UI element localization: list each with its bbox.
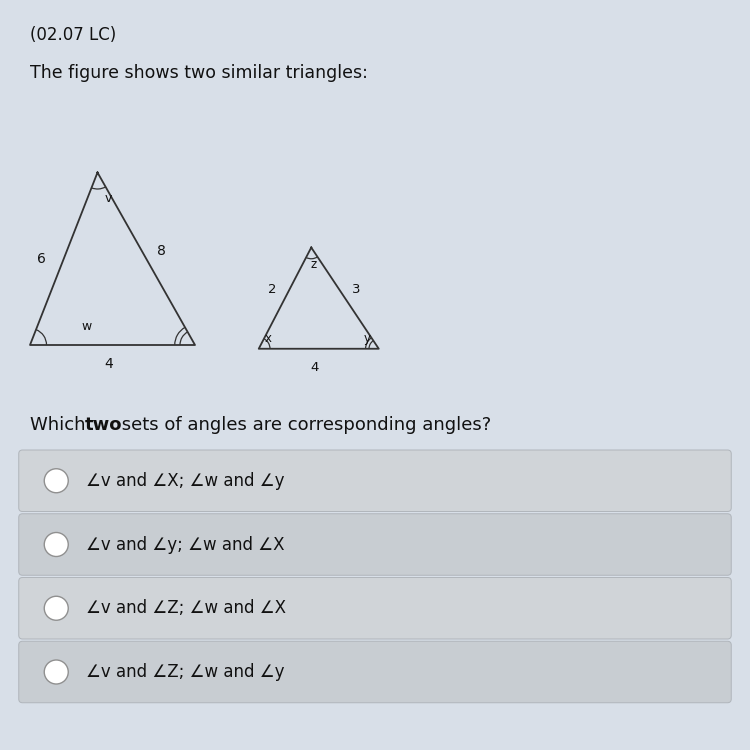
Text: Which: Which bbox=[30, 416, 92, 434]
Text: v: v bbox=[105, 192, 112, 206]
Text: The figure shows two similar triangles:: The figure shows two similar triangles: bbox=[30, 64, 368, 82]
Text: 8: 8 bbox=[157, 244, 166, 258]
Text: 4: 4 bbox=[104, 357, 113, 370]
FancyBboxPatch shape bbox=[19, 450, 731, 512]
Circle shape bbox=[44, 469, 68, 493]
FancyBboxPatch shape bbox=[19, 514, 731, 575]
FancyBboxPatch shape bbox=[19, 641, 731, 703]
FancyBboxPatch shape bbox=[19, 578, 731, 639]
Text: 4: 4 bbox=[310, 361, 320, 374]
Text: ∠v and ∠Z; ∠w and ∠y: ∠v and ∠Z; ∠w and ∠y bbox=[86, 663, 285, 681]
Text: 6: 6 bbox=[37, 252, 46, 266]
Text: x: x bbox=[265, 332, 272, 346]
Text: 2: 2 bbox=[268, 283, 277, 296]
Circle shape bbox=[44, 596, 68, 620]
Text: ∠v and ∠Z; ∠w and ∠X: ∠v and ∠Z; ∠w and ∠X bbox=[86, 599, 286, 617]
Text: z: z bbox=[310, 257, 316, 271]
Circle shape bbox=[44, 532, 68, 556]
Text: ∠v and ∠X; ∠w and ∠y: ∠v and ∠X; ∠w and ∠y bbox=[86, 472, 285, 490]
Text: y: y bbox=[364, 332, 371, 346]
Text: (02.07 LC): (02.07 LC) bbox=[30, 26, 116, 44]
Circle shape bbox=[44, 660, 68, 684]
Text: sets of angles are corresponding angles?: sets of angles are corresponding angles? bbox=[116, 416, 491, 434]
Text: 3: 3 bbox=[352, 283, 361, 296]
Text: ∠v and ∠y; ∠w and ∠X: ∠v and ∠y; ∠w and ∠X bbox=[86, 536, 285, 554]
Text: w: w bbox=[81, 320, 92, 333]
Text: two: two bbox=[85, 416, 122, 434]
